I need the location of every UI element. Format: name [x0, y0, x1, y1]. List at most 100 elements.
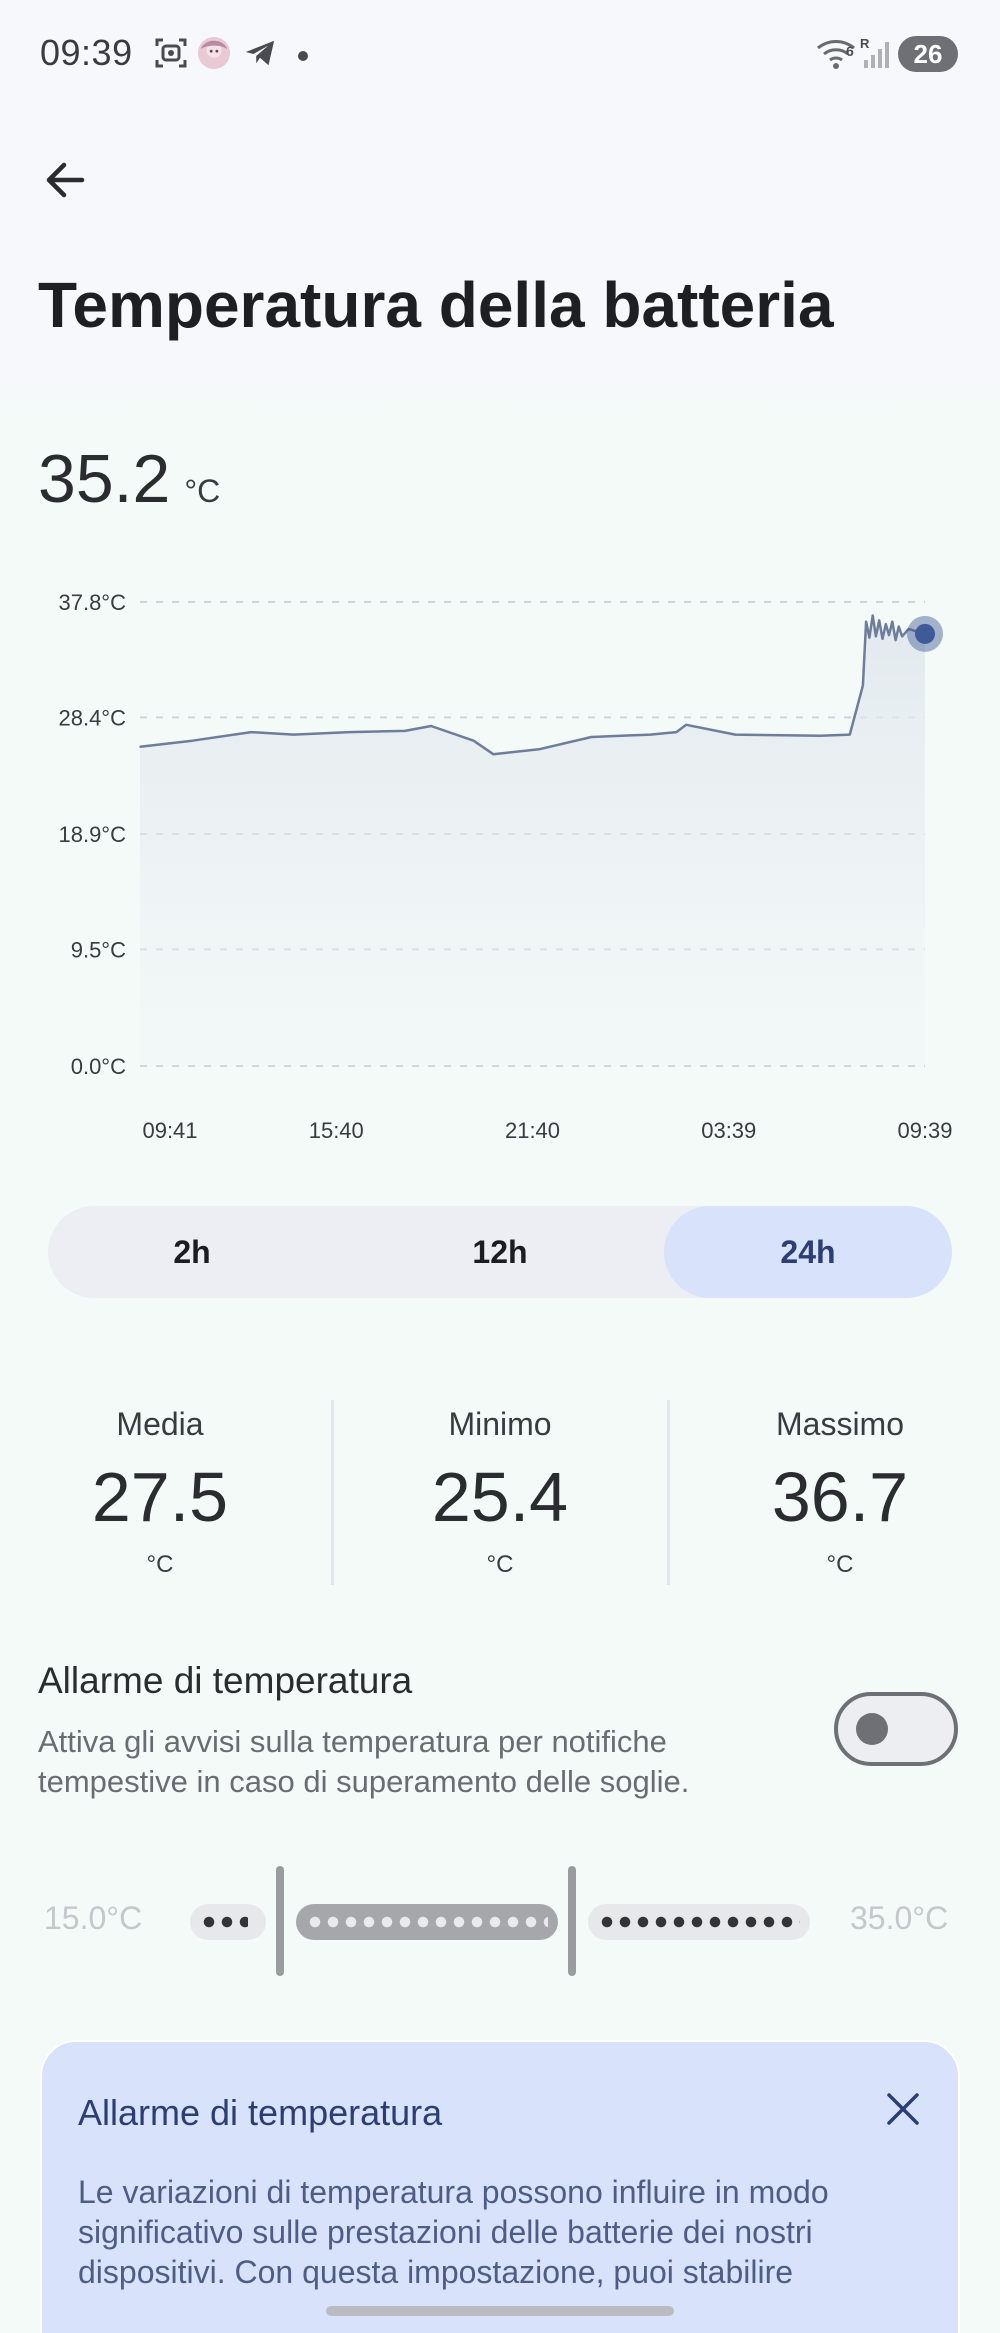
data-point	[878, 619, 881, 622]
data-point	[875, 635, 877, 638]
time-range-selector: 2h 12h 24h	[48, 1206, 952, 1298]
data-point	[871, 614, 874, 617]
tab-2h[interactable]: 2h	[173, 1234, 211, 1270]
data-point	[590, 736, 593, 738]
stat-minimum: Minimo 25.4 °C	[350, 1400, 650, 1579]
x-tick-label: 21:40	[505, 1118, 560, 1143]
tab-12h[interactable]: 12h	[472, 1234, 528, 1270]
current-temperature: 35.2 °C	[38, 440, 220, 518]
current-temperature-value: 35.2	[38, 441, 171, 517]
x-tick-label: 09:39	[897, 1118, 952, 1143]
threshold-track-low[interactable]	[190, 1904, 266, 1940]
wifi-icon: 6	[817, 40, 855, 69]
chart-x-axis: 09:41 15:40 21:40 03:39 09:39	[142, 1118, 952, 1143]
data-point	[898, 625, 900, 628]
close-icon[interactable]	[880, 2086, 926, 2132]
dot-icon	[298, 51, 308, 61]
battery-indicator: 26	[898, 36, 958, 72]
stat-maximum-unit: °C	[826, 1551, 854, 1578]
data-point	[430, 725, 432, 727]
avatar-icon	[197, 36, 231, 70]
chart-current-marker[interactable]	[907, 615, 943, 652]
stat-minimum-label: Minimo	[448, 1406, 552, 1442]
threshold-max-label: 35.0°C	[850, 1900, 949, 1936]
data-point	[881, 638, 884, 640]
chart-y-axis: 37.8°C 28.4°C 18.9°C 9.5°C 0.0°C	[58, 590, 126, 1079]
chart-points	[139, 614, 926, 756]
telegram-icon	[245, 40, 275, 66]
home-indicator[interactable]	[326, 2306, 674, 2316]
info-card-text: Le variazioni di temperatura possono inf…	[78, 2174, 829, 2290]
chart-area	[140, 615, 925, 1066]
x-tick-label: 03:39	[701, 1118, 756, 1143]
toggle-knob	[856, 1713, 888, 1745]
data-point	[250, 731, 253, 733]
stat-minimum-unit: °C	[486, 1551, 514, 1578]
stat-maximum-label: Massimo	[775, 1406, 904, 1442]
data-point	[492, 753, 495, 756]
data-point	[894, 639, 897, 641]
screenshot-icon	[155, 38, 187, 68]
data-point	[292, 733, 295, 736]
x-tick-label: 09:41	[142, 1118, 197, 1143]
temperature-chart[interactable]: 37.8°C 28.4°C 18.9°C 9.5°C 0.0°C 09:41 15:40 2…	[0, 570, 1000, 1170]
alarm-description: Attiva gli avvisi sulla temperatura per …	[38, 1724, 690, 1799]
data-point	[868, 636, 871, 639]
stat-average-unit: °C	[146, 1551, 174, 1578]
divider	[667, 1400, 670, 1585]
stat-maximum: Massimo 36.7 °C	[690, 1400, 990, 1579]
y-tick-label: 0.0°C	[71, 1054, 126, 1079]
svg-text:6: 6	[846, 43, 854, 59]
x-tick-label: 15:40	[309, 1118, 364, 1143]
threshold-min-handle[interactable]	[276, 1866, 284, 1976]
current-temperature-unit: °C	[184, 473, 221, 509]
signal-icon: R	[860, 36, 889, 68]
alarm-toggle[interactable]	[834, 1692, 958, 1766]
chart-series-line	[139, 614, 926, 756]
info-card-title: Allarme di temperatura	[78, 2092, 443, 2133]
data-point	[819, 734, 822, 737]
back-arrow-icon[interactable]	[38, 152, 94, 208]
data-point	[891, 620, 894, 623]
tab-24h[interactable]: 24h	[664, 1206, 952, 1298]
data-point	[139, 746, 141, 748]
data-point	[685, 723, 688, 726]
y-tick-label: 37.8°C	[58, 590, 126, 615]
alarm-title: Allarme di temperatura	[38, 1660, 413, 1701]
threshold-track-selected[interactable]	[296, 1904, 558, 1940]
data-point	[472, 739, 475, 742]
data-point	[865, 620, 867, 623]
y-tick-label: 18.9°C	[58, 822, 126, 847]
stat-average-value: 27.5	[91, 1458, 229, 1536]
data-point	[649, 733, 652, 736]
data-point	[862, 684, 864, 687]
status-time: 09:39	[40, 32, 133, 73]
divider	[331, 1400, 334, 1585]
stat-minimum-value: 25.4	[431, 1458, 569, 1536]
data-point	[675, 731, 678, 733]
data-point	[901, 635, 903, 638]
stat-average-label: Media	[116, 1406, 204, 1442]
y-tick-label: 28.4°C	[58, 705, 126, 730]
page-title: Temperatura della batteria	[38, 269, 834, 341]
data-point	[884, 623, 887, 625]
status-bar: 09:39 6 R	[0, 0, 1000, 110]
threshold-min-label: 15.0°C	[44, 1900, 143, 1936]
data-point	[191, 739, 194, 742]
current-marker-dot[interactable]	[915, 623, 935, 644]
data-point	[404, 730, 406, 732]
threshold-track-high[interactable]	[588, 1904, 810, 1940]
data-point	[907, 628, 910, 630]
stat-average: Media 27.5 °C	[10, 1400, 310, 1579]
svg-text:R: R	[860, 36, 870, 51]
y-tick-label: 9.5°C	[71, 937, 126, 962]
threshold-max-handle[interactable]	[568, 1866, 576, 1976]
data-point	[888, 634, 890, 636]
info-card: Allarme di temperatura Le variazioni di …	[40, 2040, 960, 2333]
data-point	[848, 733, 851, 736]
data-point	[538, 748, 540, 751]
stat-maximum-value: 36.7	[771, 1458, 909, 1536]
data-point	[348, 731, 351, 733]
data-point	[734, 733, 737, 736]
